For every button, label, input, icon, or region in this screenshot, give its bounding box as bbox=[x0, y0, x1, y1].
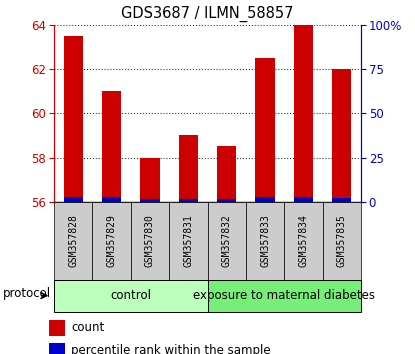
Text: protocol: protocol bbox=[3, 287, 51, 301]
Bar bbox=[256, 197, 275, 202]
Bar bbox=[294, 25, 313, 202]
Title: GDS3687 / ILMN_58857: GDS3687 / ILMN_58857 bbox=[121, 6, 294, 22]
Bar bbox=[140, 199, 159, 202]
Text: count: count bbox=[71, 321, 104, 335]
Bar bbox=[284, 202, 323, 280]
Bar bbox=[63, 36, 83, 202]
Bar bbox=[332, 69, 352, 202]
Bar bbox=[217, 199, 236, 202]
Text: GSM357829: GSM357829 bbox=[107, 214, 117, 267]
Bar bbox=[208, 202, 246, 280]
Bar bbox=[169, 202, 208, 280]
Text: GSM357828: GSM357828 bbox=[68, 214, 78, 267]
Bar bbox=[49, 343, 65, 354]
Text: GSM357832: GSM357832 bbox=[222, 214, 232, 267]
Bar bbox=[140, 158, 159, 202]
Text: GSM357833: GSM357833 bbox=[260, 214, 270, 267]
Bar bbox=[63, 197, 83, 202]
Bar bbox=[49, 320, 65, 336]
Bar bbox=[54, 280, 208, 312]
Bar bbox=[256, 58, 275, 202]
Text: GSM357835: GSM357835 bbox=[337, 214, 347, 267]
Text: exposure to maternal diabetes: exposure to maternal diabetes bbox=[193, 289, 375, 302]
Bar bbox=[54, 202, 92, 280]
Text: GSM357834: GSM357834 bbox=[298, 214, 308, 267]
Bar bbox=[179, 135, 198, 202]
Bar bbox=[102, 197, 121, 202]
Text: percentile rank within the sample: percentile rank within the sample bbox=[71, 344, 271, 354]
Bar bbox=[208, 280, 361, 312]
Bar bbox=[179, 199, 198, 202]
Bar bbox=[246, 202, 284, 280]
Text: GSM357830: GSM357830 bbox=[145, 214, 155, 267]
Bar bbox=[332, 198, 352, 202]
Bar bbox=[93, 202, 131, 280]
Bar bbox=[217, 147, 236, 202]
Bar bbox=[323, 202, 361, 280]
Text: GSM357831: GSM357831 bbox=[183, 214, 193, 267]
Bar bbox=[294, 197, 313, 202]
Text: control: control bbox=[110, 289, 151, 302]
Bar bbox=[102, 91, 121, 202]
Bar bbox=[131, 202, 169, 280]
